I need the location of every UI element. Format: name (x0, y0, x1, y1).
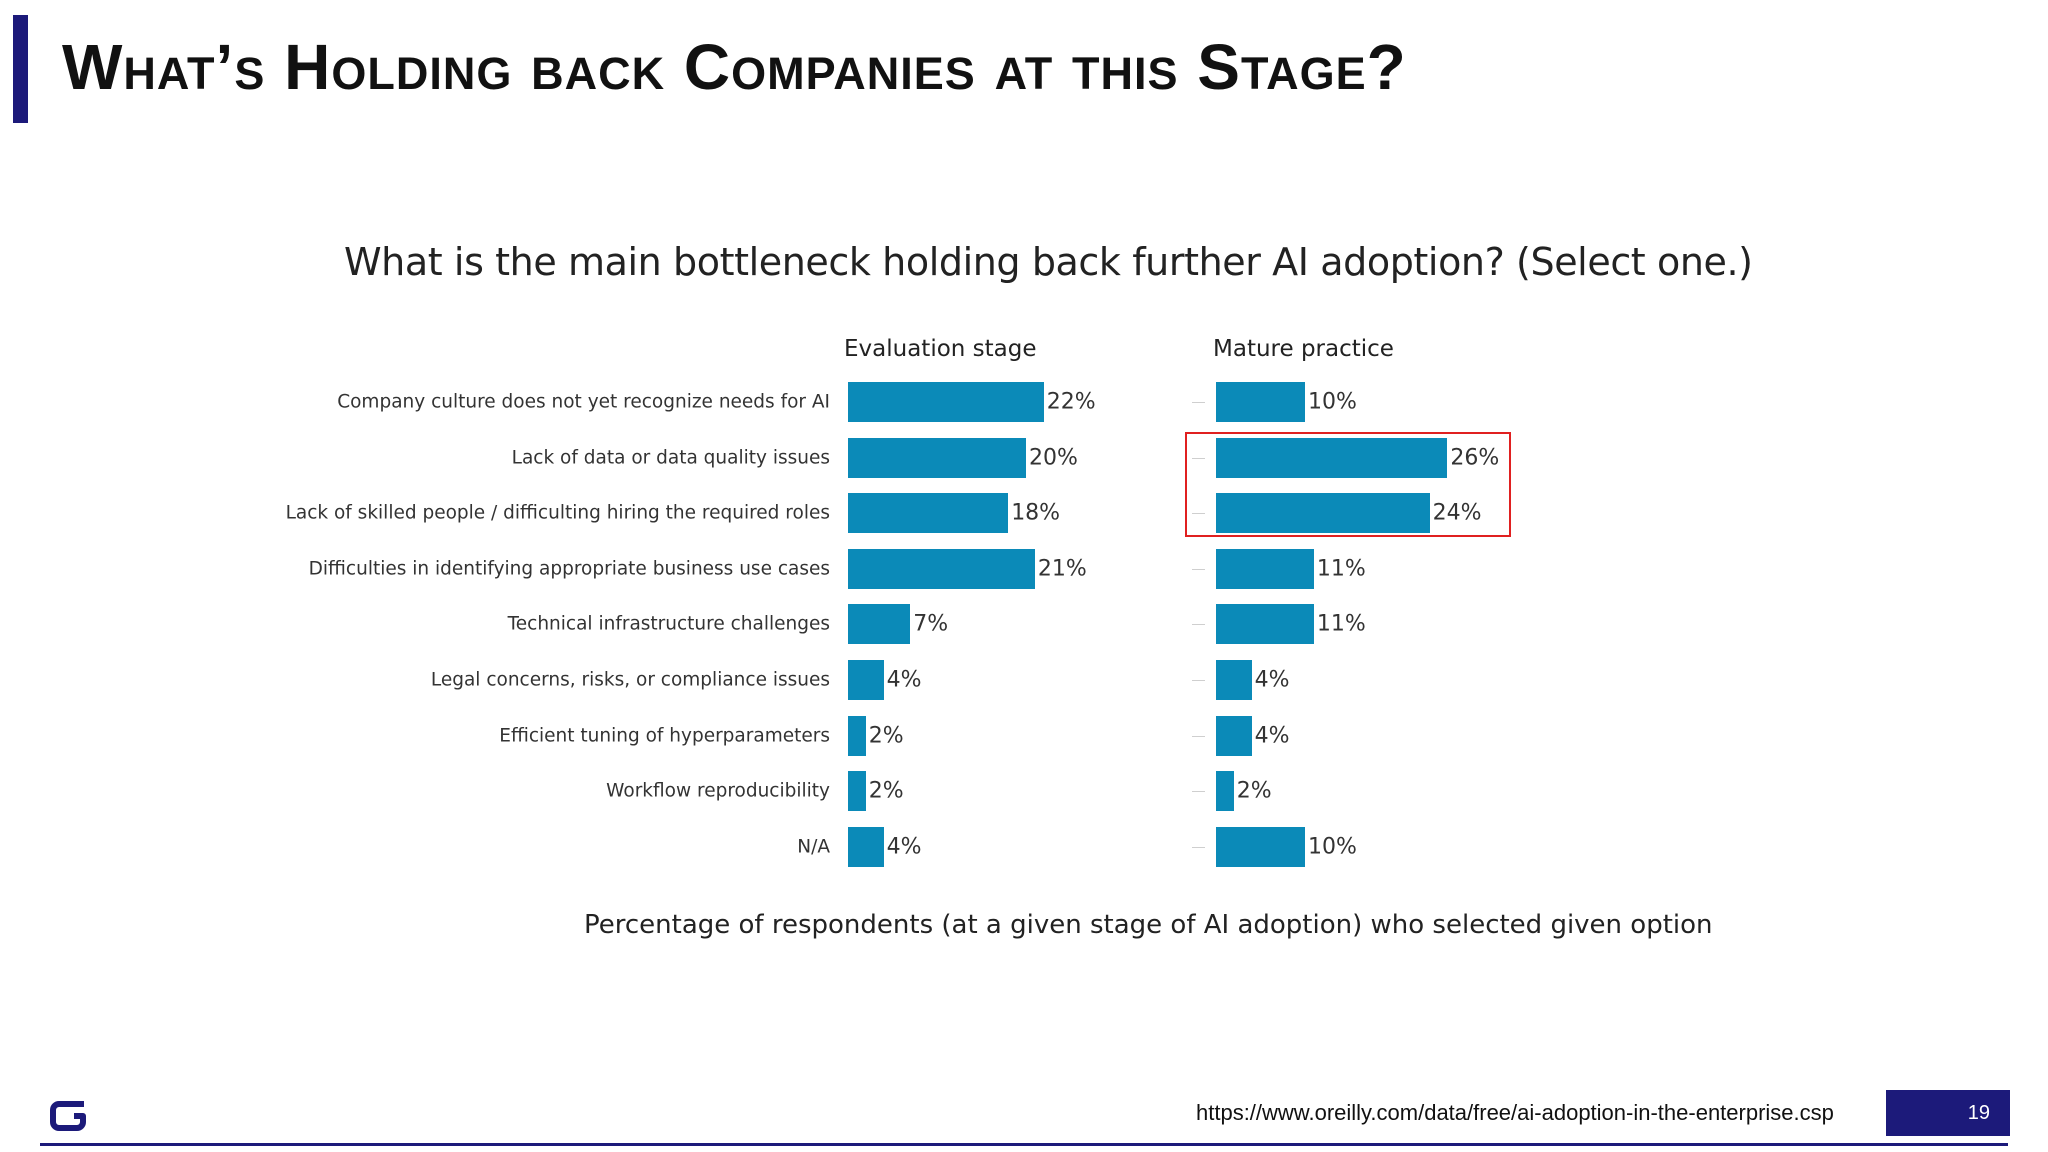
data-label: 24% (1432, 500, 1482, 526)
bar (848, 604, 911, 645)
data-label: 4% (886, 834, 922, 860)
source-url[interactable]: https://www.oreilly.com/data/free/ai-ado… (1196, 1100, 1834, 1125)
data-label: 2% (868, 778, 904, 804)
bar (1216, 437, 1448, 478)
data-label: 2% (868, 723, 904, 749)
bar (1216, 493, 1430, 534)
category-label: Lack of data or data quality issues (511, 447, 830, 469)
category-label: Lack of skilled people / difficulting hi… (285, 502, 830, 524)
highlight-box (1185, 432, 1511, 537)
data-label: 11% (1316, 556, 1366, 582)
axis-tick (1192, 402, 1205, 403)
data-label: 18% (1011, 500, 1061, 526)
category-label: Technical infrastructure challenges (507, 613, 830, 635)
category-label: N/A (797, 836, 830, 858)
axis-tick (1192, 791, 1205, 793)
title-accent-bar (13, 15, 28, 123)
axis-tick (1192, 735, 1205, 737)
bar (1216, 548, 1314, 589)
axis-tick (1192, 624, 1205, 626)
series-title: Evaluation stage (844, 336, 1037, 362)
bar (1216, 660, 1252, 700)
bar (848, 826, 884, 867)
bar (1216, 715, 1252, 756)
data-label: 7% (913, 611, 949, 637)
axis-tick (1192, 846, 1205, 848)
series-title: Mature practice (1213, 336, 1394, 362)
data-label: 10% (1308, 389, 1357, 415)
data-label: 10% (1308, 834, 1357, 860)
data-label: 21% (1037, 556, 1087, 582)
axis-tick (1192, 457, 1205, 459)
data-label: 2% (1236, 778, 1272, 804)
data-label: 4% (886, 667, 922, 693)
slide-title: What’s Holding back Companies at this St… (62, 31, 1407, 103)
bar (848, 548, 1035, 589)
axis-tick (1192, 568, 1205, 570)
axis-tick (1192, 513, 1205, 515)
category-label: Legal concerns, risks, or compliance iss… (430, 669, 830, 691)
data-label: 11% (1316, 611, 1366, 637)
data-label: 20% (1029, 445, 1078, 471)
bar (1216, 826, 1305, 867)
data-label: 22% (1046, 389, 1096, 415)
category-label: Efficient tuning of hyperparameters (499, 725, 830, 747)
bar (848, 437, 1026, 478)
data-label: 4% (1254, 667, 1290, 693)
data-label: 4% (1254, 723, 1290, 749)
axis-tick (1192, 680, 1205, 681)
chart-title: What is the main bottleneck holding back… (344, 240, 1753, 284)
page-number-box: 19 (1886, 1090, 2010, 1136)
category-label: Difficulties in identifying appropriate … (308, 558, 830, 580)
bar (848, 771, 866, 812)
page-number: 19 (1967, 1101, 1990, 1124)
chart-caption: Percentage of respondents (at a given st… (584, 910, 1713, 940)
bar (1216, 771, 1234, 812)
category-label: Workflow reproducibility (606, 780, 830, 802)
g-logo-icon (50, 1101, 86, 1131)
bar (848, 493, 1009, 534)
bar (1216, 382, 1305, 422)
data-label: 26% (1450, 445, 1500, 471)
bar (848, 382, 1044, 422)
bar (848, 660, 884, 700)
category-label: Company culture does not yet recognize n… (337, 391, 830, 413)
bar (848, 715, 866, 756)
footer-line (40, 1143, 2008, 1146)
bar (1216, 604, 1314, 645)
